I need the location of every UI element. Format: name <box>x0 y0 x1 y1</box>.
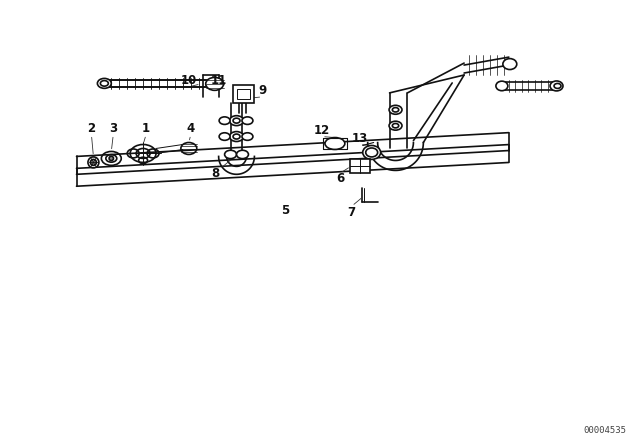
Text: 00004535: 00004535 <box>583 426 626 435</box>
Text: 12: 12 <box>314 124 330 137</box>
Bar <box>237 89 250 99</box>
Ellipse shape <box>97 78 111 88</box>
Bar <box>350 159 370 173</box>
Ellipse shape <box>496 81 508 90</box>
Text: 5: 5 <box>281 203 289 216</box>
Ellipse shape <box>503 59 516 69</box>
Ellipse shape <box>230 116 243 125</box>
Circle shape <box>109 156 113 160</box>
Text: 13: 13 <box>351 132 368 145</box>
Text: 11: 11 <box>211 74 227 87</box>
Ellipse shape <box>389 105 402 114</box>
Circle shape <box>88 157 99 168</box>
Ellipse shape <box>242 117 253 125</box>
Ellipse shape <box>237 150 248 159</box>
Text: 8: 8 <box>212 167 220 180</box>
Text: 4: 4 <box>187 122 195 135</box>
Text: 6: 6 <box>336 172 344 185</box>
Ellipse shape <box>205 78 223 90</box>
Ellipse shape <box>242 133 253 140</box>
Text: 2: 2 <box>88 122 95 135</box>
Text: 9: 9 <box>258 84 266 97</box>
Text: 1: 1 <box>142 122 150 135</box>
Circle shape <box>90 159 97 165</box>
Bar <box>232 85 255 103</box>
Ellipse shape <box>219 117 230 125</box>
Text: 10: 10 <box>180 74 197 87</box>
Ellipse shape <box>550 81 563 91</box>
Ellipse shape <box>225 150 237 159</box>
Text: 7: 7 <box>348 206 356 219</box>
Ellipse shape <box>363 146 381 159</box>
Ellipse shape <box>219 133 230 140</box>
Ellipse shape <box>389 121 402 130</box>
Ellipse shape <box>230 132 243 142</box>
Text: 3: 3 <box>109 122 117 135</box>
Ellipse shape <box>325 138 345 150</box>
